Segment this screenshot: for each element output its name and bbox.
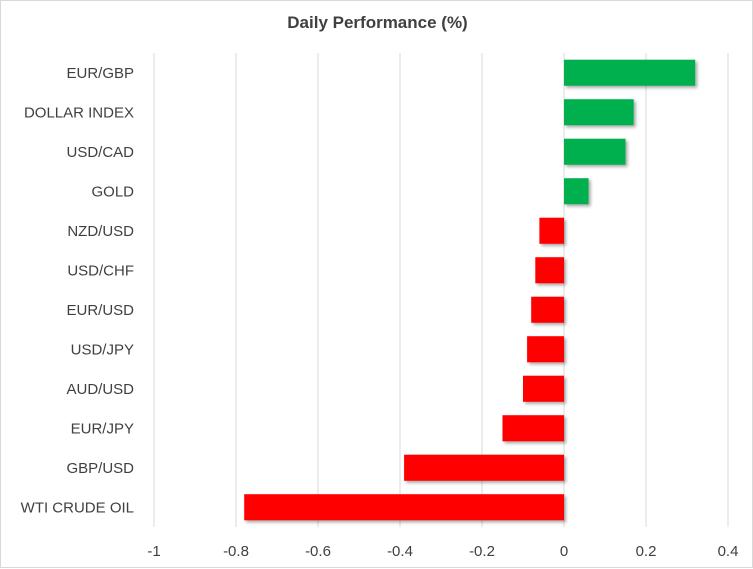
x-tick-label: 0.4 (718, 543, 739, 560)
category-label: WTI CRUDE OIL (21, 499, 134, 516)
bar (244, 494, 564, 521)
bar (564, 138, 626, 165)
bar (539, 217, 564, 244)
category-label: EUR/USD (66, 302, 134, 319)
bar (564, 59, 696, 86)
bar (564, 99, 634, 126)
category-label: USD/CAD (66, 144, 134, 161)
category-label: EUR/JPY (71, 420, 134, 437)
category-label: DOLLAR INDEX (24, 104, 134, 121)
category-label: GBP/USD (66, 460, 134, 477)
category-label: NZD/USD (67, 223, 134, 240)
bar (523, 375, 564, 402)
category-label: USD/JPY (71, 341, 134, 358)
x-tick-label: 0 (560, 543, 568, 560)
x-tick-label: -1 (147, 543, 160, 560)
category-label: GOLD (91, 183, 134, 200)
x-axis-tick-labels: -1 -0.8 -0.6 -0.4 -0.2 0 0.2 0.4 (147, 543, 738, 560)
bars (244, 59, 696, 521)
bar (531, 296, 564, 323)
chart-title: Daily Performance (%) (287, 13, 468, 32)
category-label: EUR/GBP (66, 65, 134, 82)
bar (535, 257, 564, 284)
x-tick-label: -0.2 (469, 543, 495, 560)
category-label: USD/CHF (67, 262, 134, 279)
x-tick-label: -0.4 (387, 543, 413, 560)
bar (564, 178, 589, 205)
bar (502, 415, 564, 442)
x-tick-label: -0.6 (305, 543, 331, 560)
category-labels: EUR/GBP DOLLAR INDEX USD/CAD GOLD NZD/USD USD… (21, 65, 135, 517)
bar (527, 336, 564, 363)
x-tick-label: -0.8 (223, 543, 249, 560)
category-label: AUD/USD (66, 381, 134, 398)
grid-lines (153, 53, 729, 527)
x-tick-label: 0.2 (636, 543, 657, 560)
bar (404, 454, 564, 481)
